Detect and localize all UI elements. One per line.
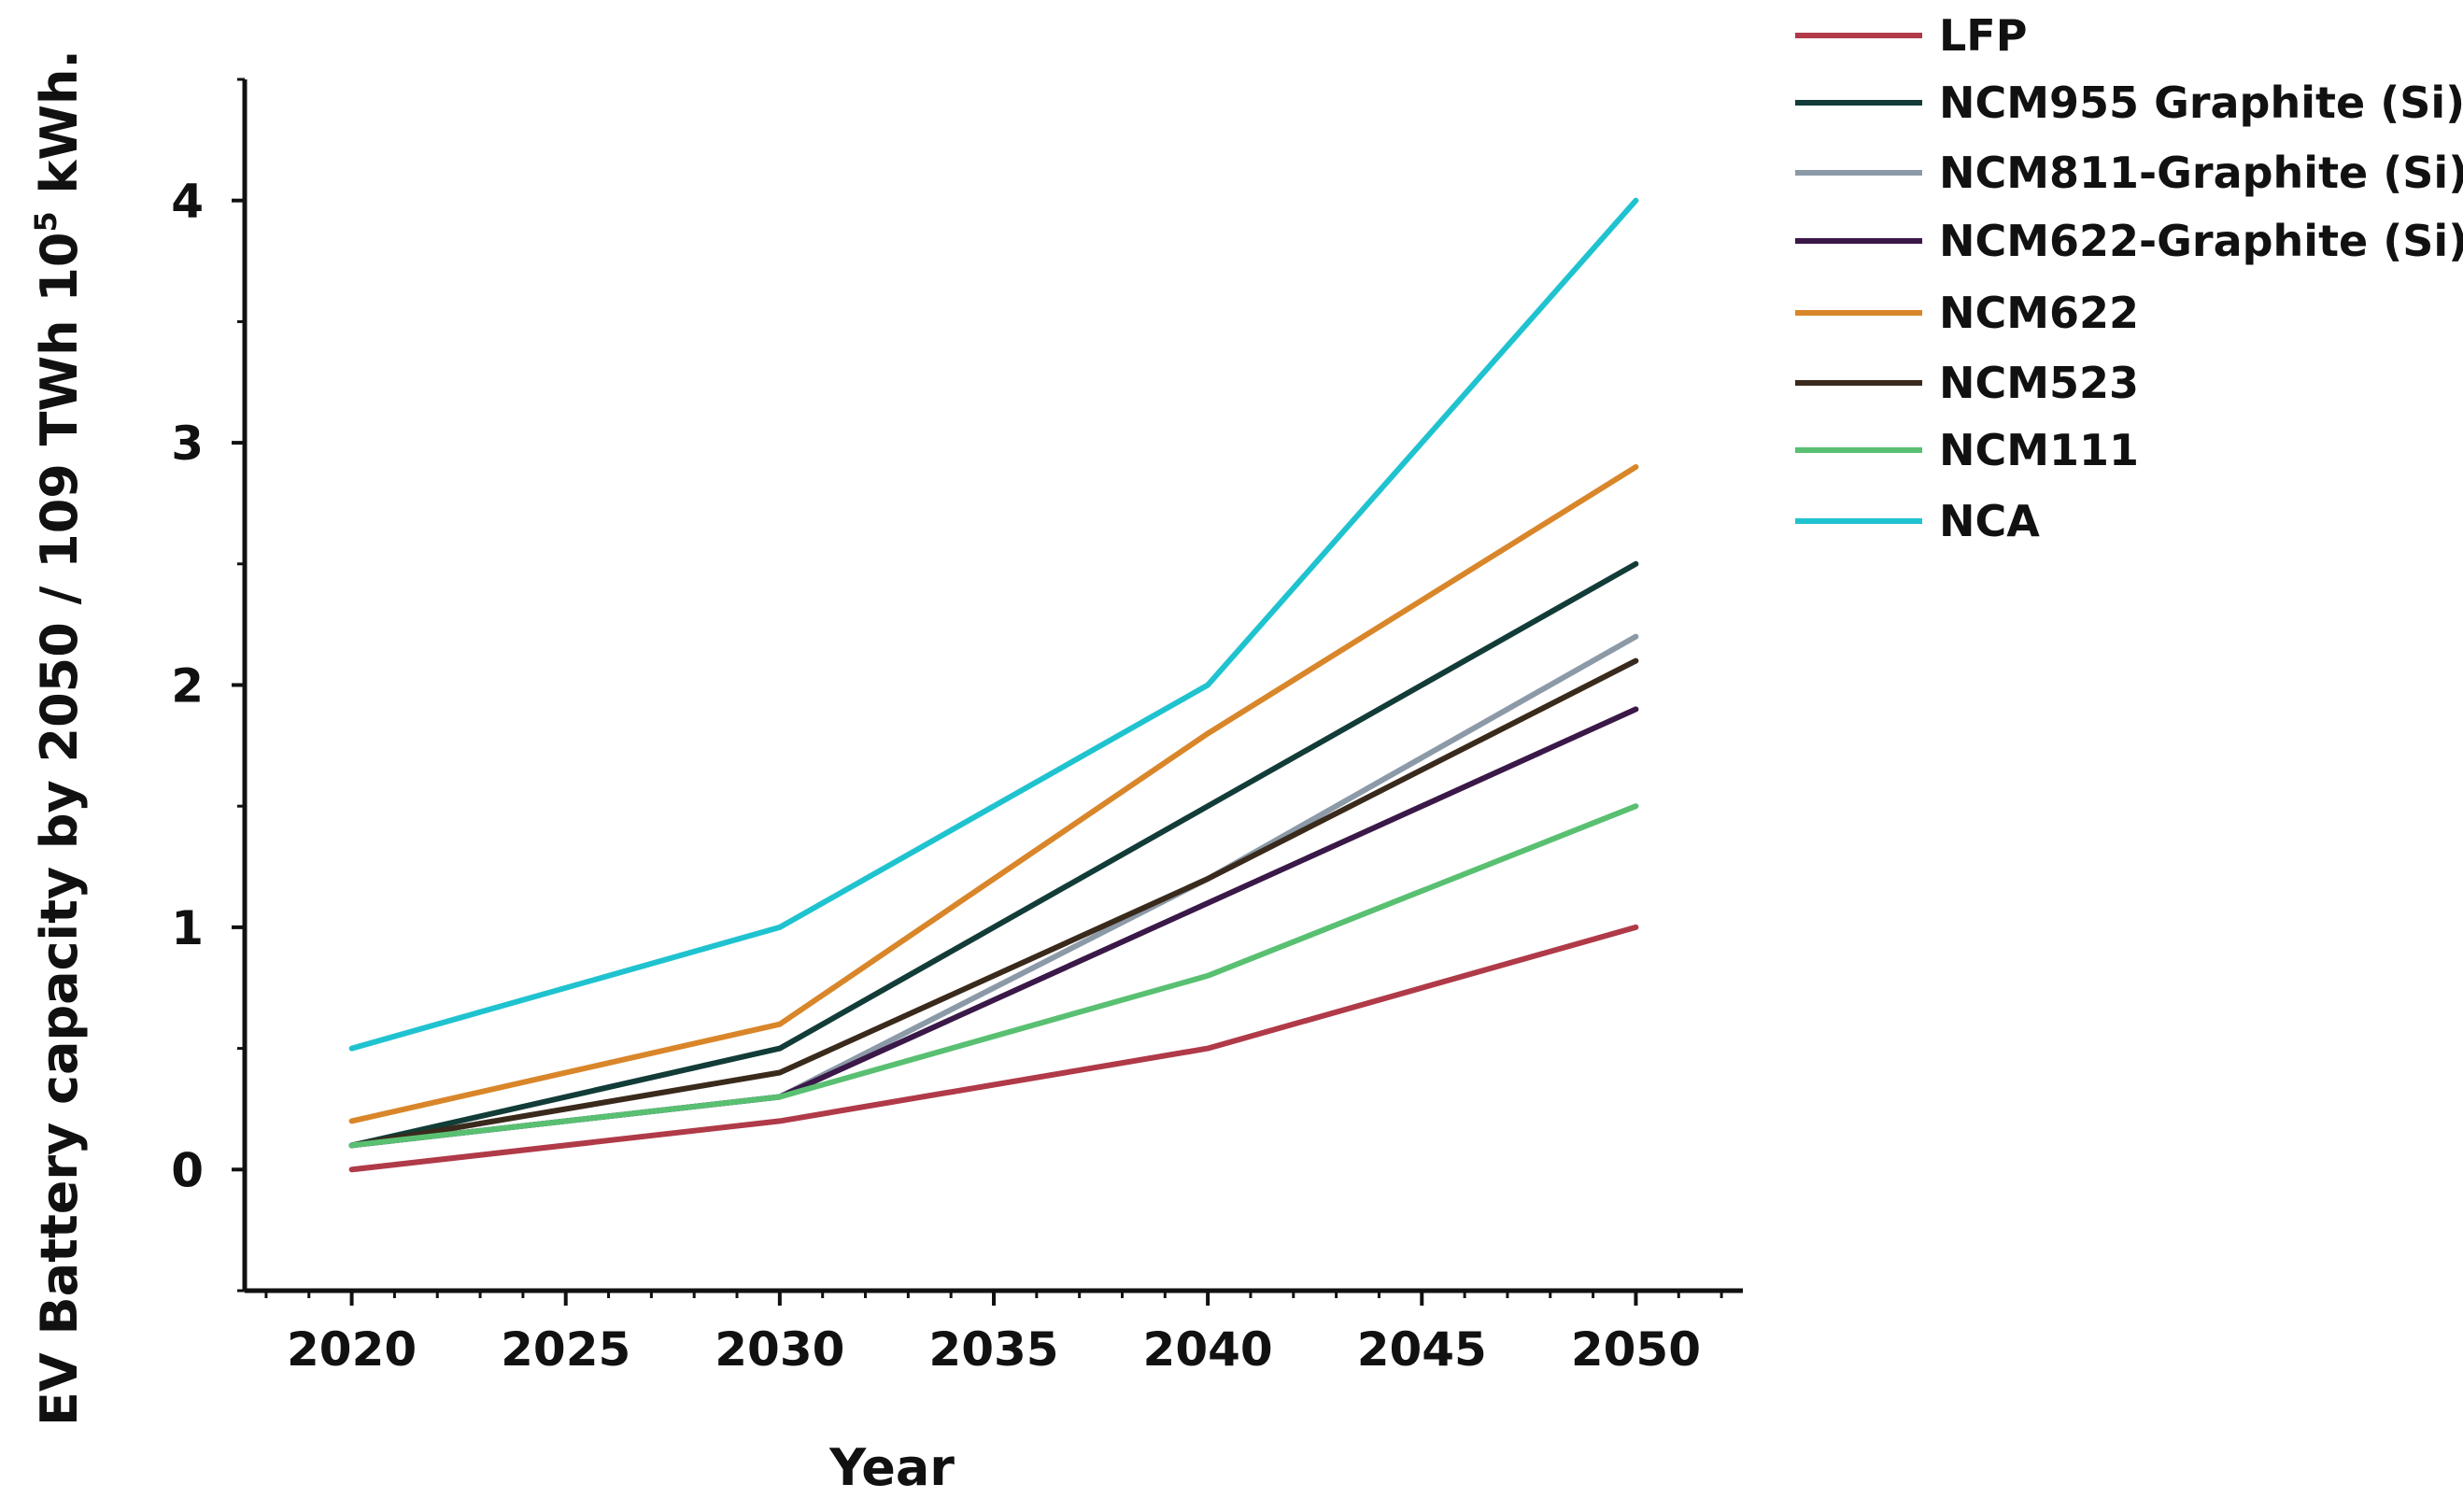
y-axis-title-superscript: 5 <box>28 211 64 232</box>
legend-label: NCM955 Graphite (Si) <box>1939 78 2463 128</box>
x-axis-title: Year <box>828 1438 955 1497</box>
x-tick-label: 2030 <box>715 1322 844 1377</box>
series-line-ncm955-graphite-si <box>348 560 1639 1149</box>
legend: LFP NCM955 Graphite (Si) NCM811-Graphite (… <box>1795 10 2463 546</box>
x-tick-label: 2050 <box>1571 1322 1701 1377</box>
y-tick-label: 4 <box>171 175 204 229</box>
x-ticks: 2020 2025 2030 2035 2040 2045 2050 <box>264 1291 1723 1377</box>
x-tick-label: 2045 <box>1357 1322 1487 1377</box>
x-tick-label: 2020 <box>287 1322 417 1377</box>
y-tick-label: 1 <box>171 901 204 955</box>
legend-label: NCM523 <box>1939 358 2139 408</box>
legend-label: LFP <box>1939 10 2027 61</box>
x-tick-label: 2040 <box>1143 1322 1273 1377</box>
legend-label: NCM811-Graphite (Si) <box>1939 148 2463 198</box>
x-tick-label: 2035 <box>928 1322 1058 1377</box>
y-ticks: 0 1 2 3 4 <box>171 78 245 1293</box>
legend-label: NCM111 <box>1939 425 2139 475</box>
series-line-lfp <box>348 924 1639 1173</box>
series-line-ncm523 <box>348 657 1639 1149</box>
x-tick-label: 2025 <box>501 1322 630 1377</box>
series-line-ncm111 <box>348 803 1639 1149</box>
legend-label: NCM622 <box>1939 288 2139 338</box>
series-line-ncm811-graphite-si <box>348 633 1639 1149</box>
legend-label: NCA <box>1939 496 2040 546</box>
legend-label: NCM622-Graphite (Si) <box>1939 216 2463 266</box>
y-axis-title-unit: kWh. <box>30 49 89 211</box>
series-line-ncm622 <box>348 464 1639 1124</box>
series-lines <box>348 197 1639 1173</box>
y-tick-label: 2 <box>171 659 204 714</box>
y-tick-label: 0 <box>171 1143 204 1197</box>
y-axis-title: EV Battery capacity by 2050 / 109 TWh 10… <box>28 49 89 1426</box>
plot-area: 2020 2025 2030 2035 2040 2045 2050 0 1 2 3 4 <box>171 78 1743 1377</box>
y-tick-label: 3 <box>171 417 204 471</box>
series-line-nca <box>348 197 1639 1052</box>
y-axis-title-main: EV Battery capacity by 2050 / 109 TWh 10 <box>30 233 89 1426</box>
